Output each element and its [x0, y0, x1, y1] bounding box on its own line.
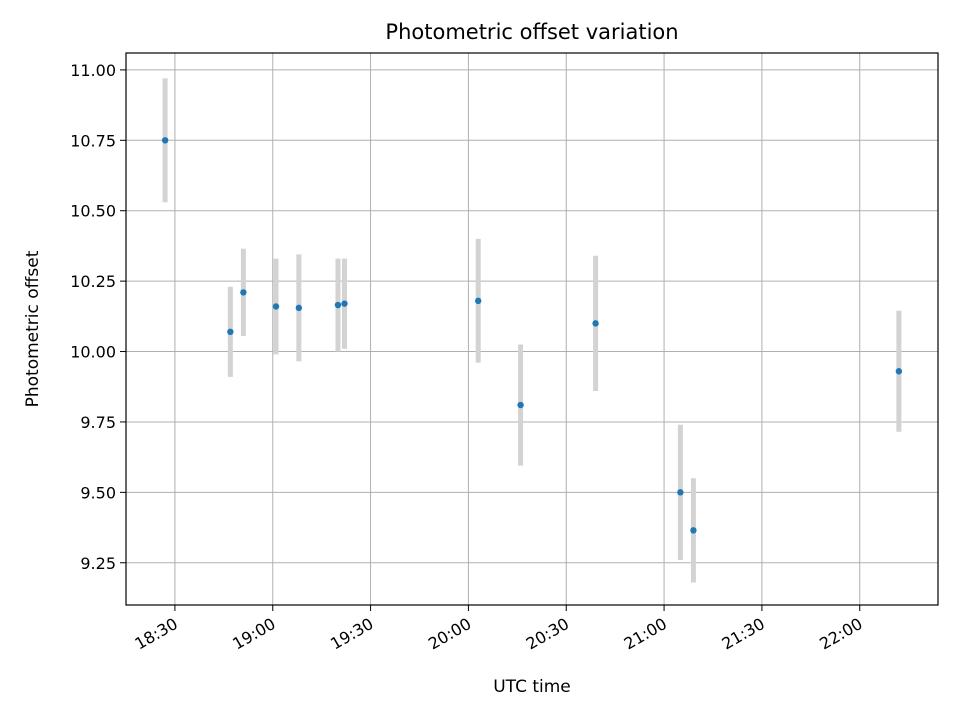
data-point: [295, 304, 303, 312]
x-axis-label: UTC time: [493, 677, 571, 697]
y-tick-label: 9.25: [80, 554, 116, 573]
y-tick-label: 11.00: [70, 61, 116, 80]
y-tick-label: 9.75: [80, 413, 116, 432]
y-axis-label: Photometric offset: [23, 250, 43, 407]
data-point: [895, 368, 903, 375]
data-point: [161, 137, 169, 144]
data-point: [592, 320, 599, 327]
data-point: [474, 297, 482, 305]
data-point: [227, 328, 234, 336]
data-point: [690, 527, 697, 534]
plot-frame: [125, 52, 939, 606]
y-tick-label: 9.50: [80, 483, 116, 502]
data-point: [272, 303, 280, 310]
data-point: [677, 489, 684, 496]
data-points: [161, 137, 903, 534]
data-point: [334, 301, 342, 309]
data-point: [240, 289, 247, 296]
y-tick-label: 10.50: [70, 202, 116, 221]
y-tick-label: 10.00: [70, 343, 116, 362]
chart-title: Photometric offset variation: [385, 20, 678, 44]
data-point: [517, 401, 524, 409]
y-tick-label: 10.75: [70, 131, 116, 150]
data-point: [341, 300, 348, 307]
grid: [126, 53, 938, 605]
y-axis: 9.25 9.50 9.75 10.00 10.25 10.50 10.75 11.00: [70, 61, 126, 573]
y-tick-label: 10.25: [70, 272, 116, 291]
